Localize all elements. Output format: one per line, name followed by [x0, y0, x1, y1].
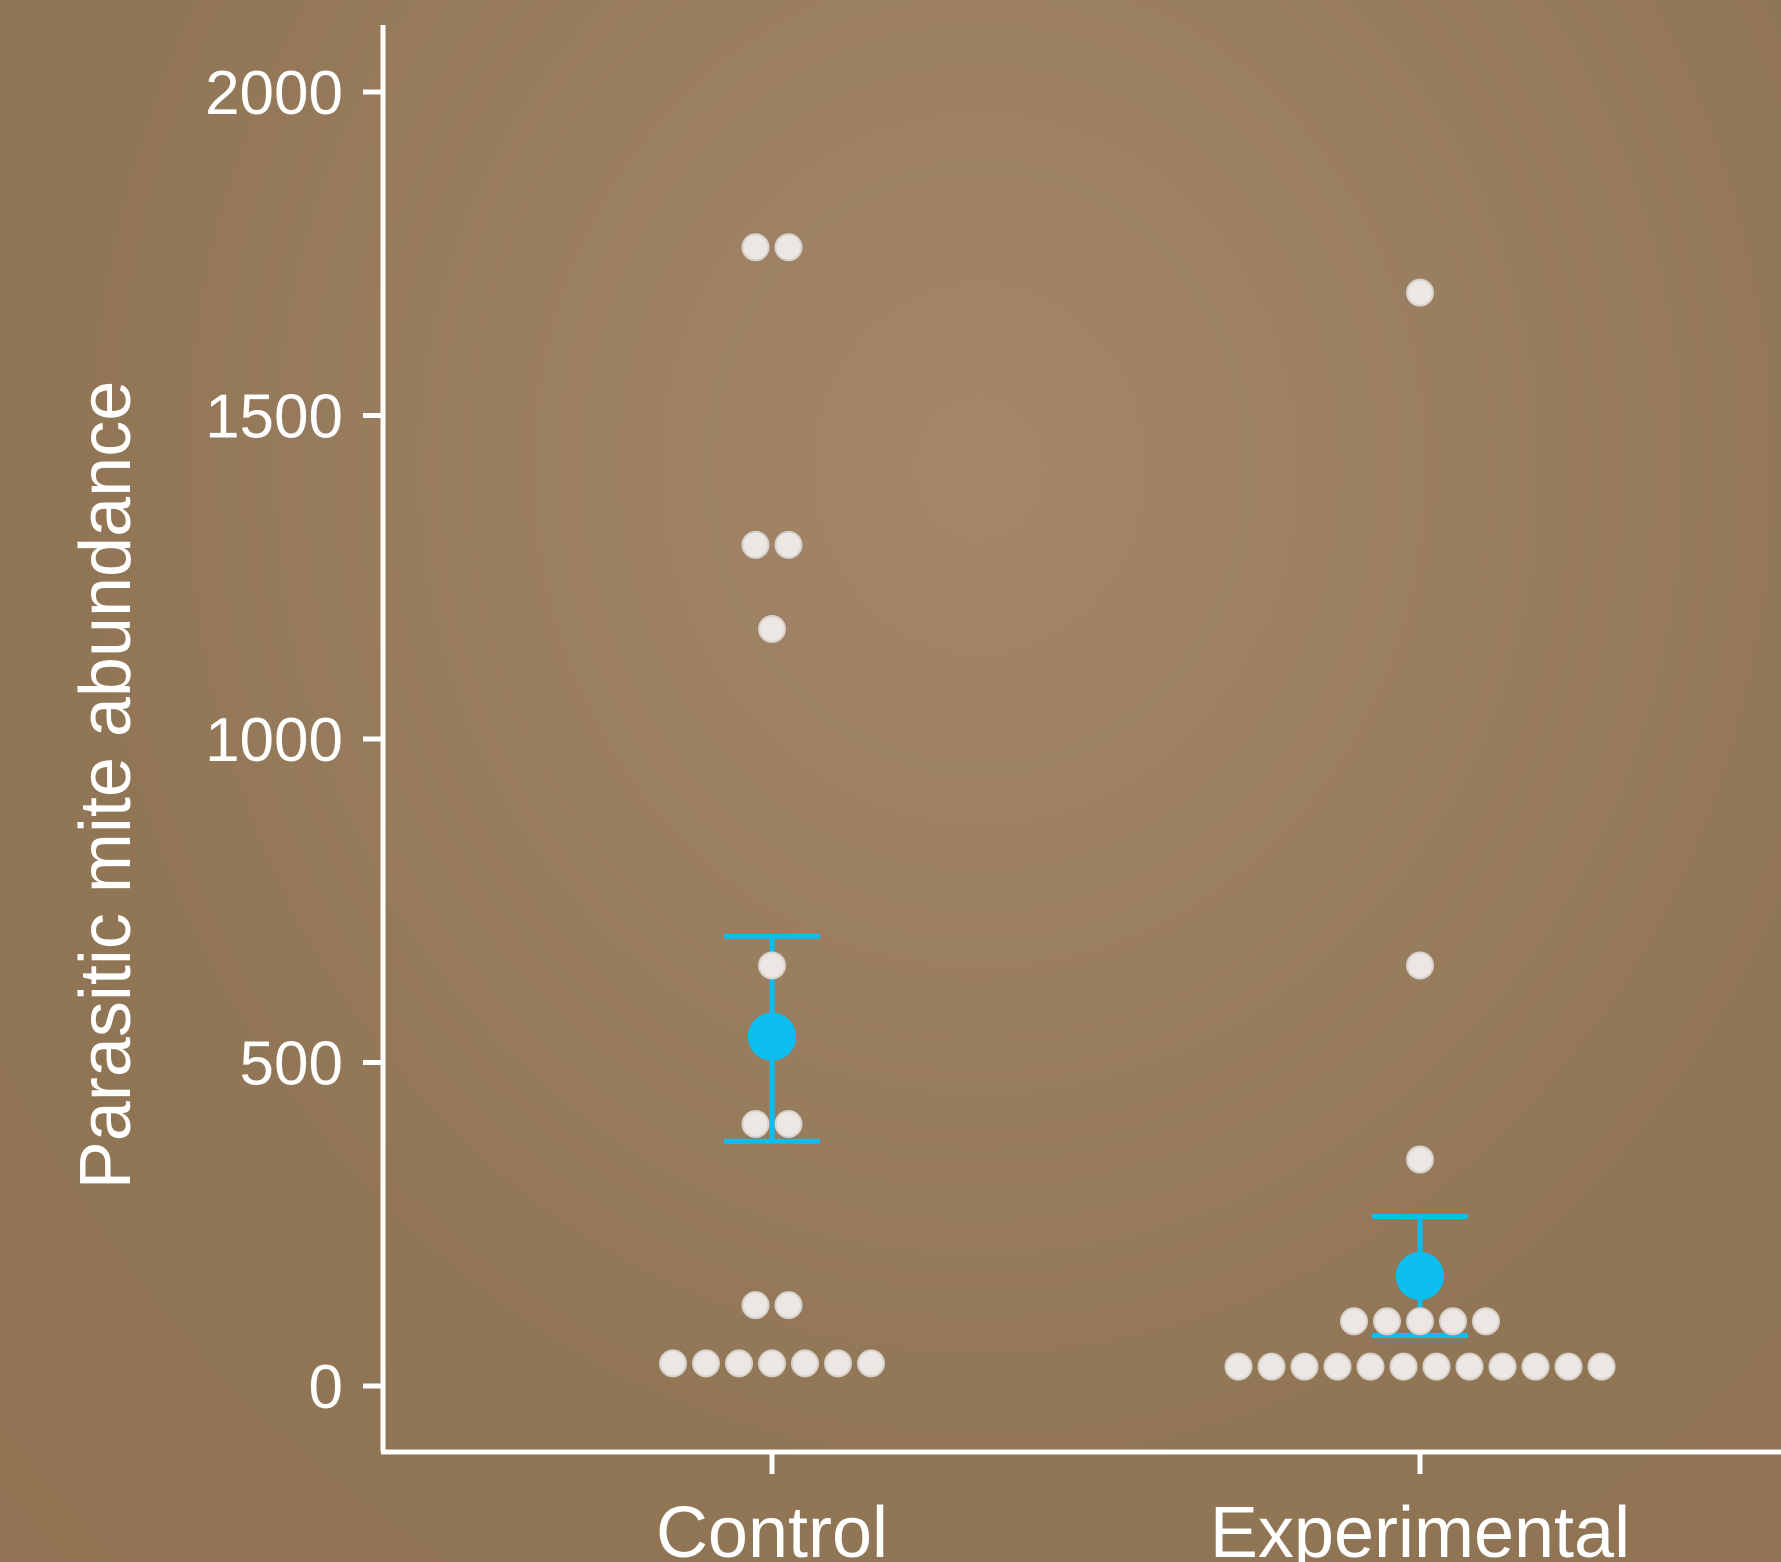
- y-tick-label: 2000: [205, 59, 343, 128]
- y-tick-label: 500: [240, 1030, 343, 1099]
- data-point: [758, 615, 786, 644]
- data-point: [725, 1349, 753, 1378]
- data-point: [692, 1349, 720, 1378]
- data-point: [1406, 1307, 1434, 1336]
- data-point: [1554, 1352, 1583, 1381]
- data-point: [659, 1349, 687, 1378]
- summary-layer: [724, 933, 1468, 1339]
- data-point: [774, 1109, 803, 1138]
- axes: 0 500 1000 1500 2000 Control Experimental: [205, 25, 1781, 1562]
- data-point: [1356, 1352, 1385, 1381]
- data-point: [1406, 278, 1434, 307]
- points-layer: [659, 233, 1616, 1381]
- data-point: [1257, 1352, 1286, 1381]
- mean-point-overlay: [1396, 1252, 1444, 1301]
- data-point: [774, 1291, 803, 1320]
- data-point: [741, 233, 770, 262]
- data-point: [1340, 1307, 1368, 1336]
- data-point: [791, 1349, 819, 1378]
- data-point: [1323, 1352, 1352, 1381]
- data-point: [1587, 1352, 1616, 1381]
- data-point: [1406, 1145, 1434, 1174]
- x-tick-label: Control: [656, 1493, 888, 1562]
- data-point: [1472, 1307, 1500, 1336]
- data-point: [1439, 1307, 1467, 1336]
- y-tick-label: 1000: [205, 706, 343, 775]
- data-point: [1455, 1352, 1484, 1381]
- y-axis-title: Parasitic mite abundance: [66, 381, 146, 1189]
- data-point: [857, 1349, 885, 1378]
- data-point: [758, 951, 786, 980]
- y-tick-label: 1500: [205, 383, 343, 452]
- data-point: [1373, 1307, 1401, 1336]
- data-point: [1488, 1352, 1517, 1381]
- mean-overlay: [748, 1012, 1444, 1301]
- y-tick-label: 0: [309, 1353, 343, 1422]
- data-point: [741, 1109, 770, 1138]
- x-tick-label: Experimental: [1210, 1493, 1630, 1562]
- data-point: [758, 1349, 786, 1378]
- data-point: [1422, 1352, 1451, 1381]
- data-point: [1290, 1352, 1319, 1381]
- data-point: [741, 1291, 770, 1320]
- mean-point-overlay: [748, 1012, 796, 1061]
- data-point: [774, 530, 803, 559]
- data-point: [741, 530, 770, 559]
- data-point: [774, 233, 803, 262]
- data-point: [824, 1349, 852, 1378]
- data-point: [1389, 1352, 1418, 1381]
- data-point: [1224, 1352, 1253, 1381]
- data-point: [1406, 951, 1434, 980]
- data-point: [1521, 1352, 1550, 1381]
